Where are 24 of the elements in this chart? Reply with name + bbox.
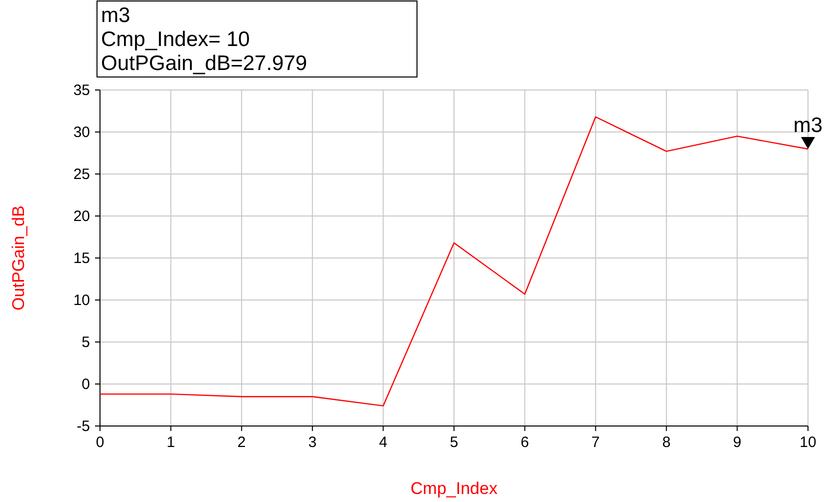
x-tick-label: 3 bbox=[308, 434, 317, 451]
x-tick-label: 9 bbox=[733, 434, 742, 451]
annotation: m3 bbox=[793, 114, 823, 137]
text: m3 Cmp_Index= 10 OutPGain_dB=27.979 bbox=[101, 4, 308, 75]
x-tick-label: 6 bbox=[520, 434, 529, 451]
x-tick-label: 5 bbox=[450, 434, 458, 451]
y-tick-label: -5 bbox=[76, 418, 90, 435]
y-tick-label: 25 bbox=[73, 166, 90, 183]
x-axis-title: Cmp_Index bbox=[410, 479, 498, 498]
y-tick-label: 20 bbox=[73, 208, 90, 225]
y-tick-label: 5 bbox=[82, 334, 90, 351]
x-tick-label: 4 bbox=[379, 434, 388, 451]
x-tick-label: 0 bbox=[96, 434, 104, 451]
x-tick-label: 10 bbox=[800, 434, 816, 451]
x-tick-label: 7 bbox=[591, 434, 600, 451]
y-tick-label: 15 bbox=[73, 250, 90, 267]
x-tick-label: 1 bbox=[166, 434, 175, 451]
y-tick-label: 0 bbox=[82, 376, 90, 393]
y-axis-title: OutPGain_dB bbox=[9, 206, 28, 310]
x-tick-label: 2 bbox=[237, 434, 246, 451]
x-tick-label: 8 bbox=[662, 434, 671, 451]
y-tick-label: 35 bbox=[73, 82, 90, 99]
y-tick-label: 30 bbox=[73, 124, 90, 141]
y-tick-label: 10 bbox=[73, 292, 90, 309]
